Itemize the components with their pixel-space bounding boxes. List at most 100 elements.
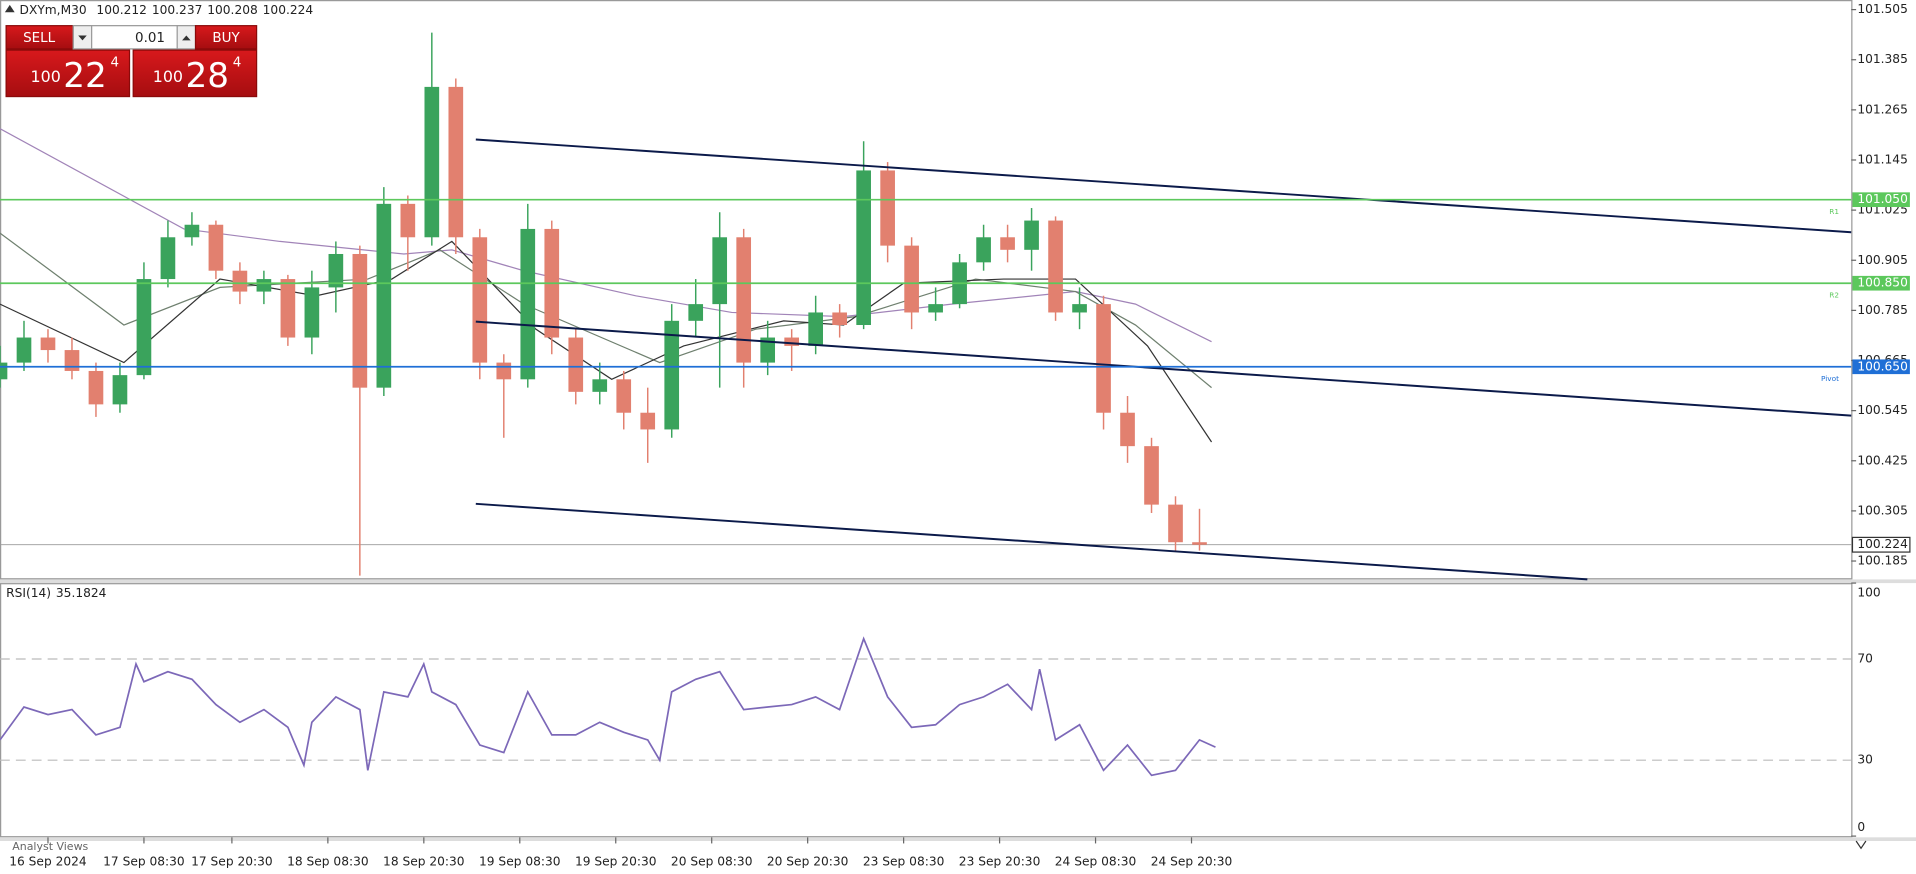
candle-body [232, 270, 248, 292]
symbol-header: DXYm,M30 100.212 100.237 100.208 100.224 [20, 2, 314, 16]
high-price: 100.237 [152, 2, 203, 16]
price-small: 4 [233, 55, 242, 70]
candle-body [568, 337, 584, 392]
trade-panel: SELL 0.01 BUY 10022 4 10028 4 [5, 25, 258, 98]
panel-splitter [0, 579, 1916, 584]
candle-body [904, 245, 919, 313]
candle-body [1048, 220, 1063, 313]
candle-body [1120, 412, 1135, 447]
y-tick-label: 70 [1857, 651, 1873, 665]
panel-splitter [0, 837, 1916, 841]
candle-body [136, 279, 152, 376]
x-tick-label: 18 Sep 20:30 [383, 854, 465, 868]
candle-body [640, 412, 656, 430]
rsi-line [0, 636, 1216, 777]
buy-button[interactable] [194, 25, 258, 50]
trendline [475, 320, 1852, 417]
buy-price: 10028 4 [153, 55, 242, 95]
candle-body [112, 375, 128, 405]
y-tick-label: 0 [1857, 820, 1865, 834]
x-tick-label: 18 Sep 08:30 [287, 854, 369, 868]
symbol: DXYm,M30 [20, 2, 87, 16]
candle-body [808, 312, 823, 346]
candle-body [712, 237, 728, 305]
y-tick-label: 100.185 [1857, 554, 1908, 568]
price-tag-label: 100.650 [1857, 359, 1908, 373]
candle-body [16, 337, 32, 363]
symbol-icon [4, 4, 15, 13]
candle-body [520, 228, 536, 380]
collapse-arrow [1855, 840, 1867, 850]
candle-body [1168, 504, 1183, 543]
candle-body [784, 337, 800, 346]
price-tag-label: 100.850 [1857, 276, 1908, 290]
y-tick-label: 100.905 [1857, 253, 1908, 267]
candle-body [40, 337, 56, 351]
candle-body [376, 203, 392, 388]
price-tag [1852, 275, 1910, 291]
candle-body [472, 237, 488, 363]
candle-body [760, 337, 776, 363]
candle-body [1000, 237, 1015, 250]
trendline [475, 138, 1852, 234]
arrow-down [78, 35, 87, 41]
y-tick-label: 101.145 [1857, 152, 1908, 166]
x-tick-label: 23 Sep 08:30 [863, 854, 945, 868]
candle-body [184, 224, 200, 238]
price-prefix: 100 [153, 67, 183, 86]
analyst-views-tab[interactable]: Analyst Views [12, 840, 88, 853]
indicator-value: 35.1824 [56, 585, 107, 599]
candle-body [88, 370, 104, 405]
sell-price-box[interactable] [5, 49, 131, 98]
x-tick-label: 24 Sep 20:30 [1151, 854, 1233, 868]
sell-price: 10022 4 [31, 55, 120, 95]
low-price: 100.208 [207, 2, 258, 16]
candle-body [496, 362, 512, 380]
candle-body [1024, 220, 1039, 250]
x-tick-label: 24 Sep 08:30 [1055, 854, 1137, 868]
current-price-label: 100.224 [1857, 537, 1908, 551]
y-tick-label: 100.425 [1857, 453, 1908, 467]
x-tick-label: 19 Sep 08:30 [479, 854, 561, 868]
candle-body [664, 320, 680, 430]
price-tag [1852, 192, 1910, 208]
pivot-level-name: R2 [1829, 290, 1839, 299]
candle-body [280, 279, 296, 338]
candle-body [1192, 542, 1207, 545]
y-tick-label: 101.385 [1857, 52, 1908, 66]
candle-body [424, 86, 440, 238]
candle-body [328, 253, 344, 288]
y-tick-label: 100 [1857, 585, 1880, 599]
y-tick-label: 100.545 [1857, 403, 1908, 417]
candle-body [688, 304, 704, 321]
candle-body [208, 224, 224, 271]
pivot-level-name: Pivot [1821, 374, 1839, 383]
arrow-up [182, 35, 191, 41]
candle-body [448, 86, 464, 238]
candle-body [616, 379, 632, 413]
y-tick-label: 101.505 [1857, 2, 1908, 16]
indicator-title: RSI(14) 35.1824 [6, 585, 107, 599]
x-tick-label: 17 Sep 20:30 [191, 854, 273, 868]
candle-body [592, 379, 608, 392]
current-price-tag [1851, 536, 1911, 553]
y-tick-label: 100.785 [1857, 303, 1908, 317]
price-prefix: 100 [31, 67, 61, 86]
buy-price-box[interactable] [132, 49, 258, 98]
candle-body [400, 203, 416, 238]
trendline [475, 502, 1588, 581]
price-big: 28 [185, 56, 229, 96]
candle-body [832, 312, 847, 326]
indicator-name: RSI(14) [6, 585, 51, 599]
price-small: 4 [111, 55, 120, 70]
candle-body [856, 170, 871, 326]
x-tick-label: 17 Sep 08:30 [103, 854, 185, 868]
x-tick-label: 20 Sep 20:30 [767, 854, 849, 868]
sell-label: SELL [23, 31, 56, 46]
y-tick-label: 100.305 [1857, 503, 1908, 517]
candle-body [976, 237, 991, 263]
candle-body [736, 237, 752, 363]
